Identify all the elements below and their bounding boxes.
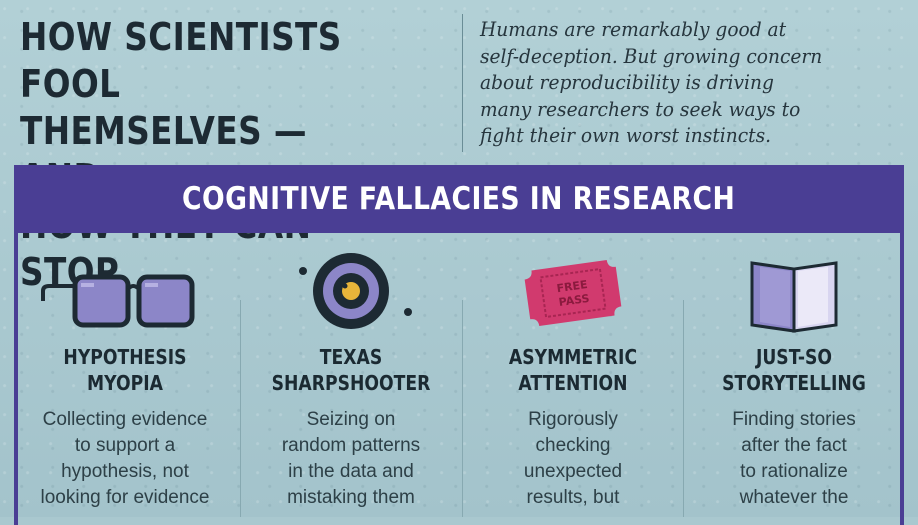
- fallacy-name-line: SHARPSHOOTER: [271, 371, 431, 395]
- intro-line: many researchers to seek ways to: [480, 96, 801, 121]
- description-line: random patterns: [281, 435, 421, 456]
- description-line: unexpected: [523, 461, 623, 482]
- column-divider: [683, 300, 684, 517]
- description-line: Seizing on: [306, 409, 396, 430]
- ticket-text: FREE: [556, 278, 589, 295]
- fallacy-name-line: TEXAS: [319, 345, 383, 369]
- intro-text: Humans are remarkably good at self-decep…: [480, 16, 871, 149]
- description-line: checking: [535, 435, 611, 456]
- fallacy-name-line: ASYMMETRIC: [508, 345, 638, 369]
- description-line: to rationalize: [740, 461, 848, 482]
- fallacy-texas-sharpshooter: TEXAS SHARPSHOOTER Seizing on random pat…: [241, 233, 461, 517]
- fallacy-name: HYPOTHESIS MYOPIA: [30, 344, 219, 396]
- fallacy-name: ASYMMETRIC ATTENTION: [478, 344, 667, 396]
- description-line: Collecting evidence: [42, 409, 208, 430]
- fallacy-name-line: STORYTELLING: [722, 371, 866, 395]
- description-line: Finding stories: [732, 409, 856, 430]
- fallacy-name-line: ATTENTION: [518, 371, 628, 395]
- target-icon: [241, 243, 461, 333]
- fallacy-asymmetric-attention: FREE PASS ASYMMETRIC ATTENTION Rigorousl…: [463, 233, 683, 517]
- description-line: whatever the: [739, 487, 849, 508]
- fallacy-just-so-storytelling: JUST-SO STORYTELLING Finding stories aft…: [684, 233, 904, 517]
- description-line: after the fact: [741, 435, 847, 456]
- intro-line: Humans are remarkably good at: [480, 17, 787, 41]
- fallacy-description: Seizing on random patterns in the data a…: [241, 407, 461, 511]
- description-line: Rigorously: [528, 409, 618, 430]
- intro-line: self-deception. But growing concern: [480, 43, 823, 68]
- open-book-icon: [684, 243, 904, 333]
- description-line: to support a: [74, 435, 176, 456]
- fallacy-hypothesis-myopia: HYPOTHESIS MYOPIA Collecting evidence to…: [15, 233, 235, 517]
- fallacy-name-line: JUST-SO: [755, 345, 833, 369]
- header-divider: [462, 14, 463, 152]
- free-pass-ticket-icon: FREE PASS: [463, 243, 683, 333]
- fallacy-name-line: MYOPIA: [87, 371, 163, 395]
- description-line: results, but: [526, 487, 620, 508]
- section-banner: COGNITIVE FALLACIES IN RESEARCH: [14, 165, 904, 233]
- fallacy-name-line: HYPOTHESIS: [63, 345, 187, 369]
- column-divider: [240, 300, 241, 517]
- fallacy-description: Collecting evidence to support a hypothe…: [15, 407, 235, 511]
- intro-line: about reproducibility is driving: [480, 70, 774, 94]
- fallacy-name: JUST-SO STORYTELLING: [699, 344, 888, 396]
- fallacy-description: Finding stories after the fact to ration…: [684, 407, 904, 511]
- title-line: HOW SCIENTISTS FOOL: [20, 15, 342, 106]
- intro-line: fight their own worst instincts.: [480, 123, 772, 147]
- description-line: in the data and: [288, 461, 414, 482]
- fallacy-description: Rigorously checking unexpected results, …: [463, 407, 683, 511]
- column-divider: [462, 300, 463, 517]
- fallacy-name: TEXAS SHARPSHOOTER: [256, 344, 445, 396]
- description-line: mistaking them: [287, 487, 415, 508]
- eyeglasses-icon: [15, 243, 235, 333]
- description-line: looking for evidence: [40, 487, 210, 508]
- section-banner-label: COGNITIVE FALLACIES IN RESEARCH: [182, 181, 736, 217]
- description-line: hypothesis, not: [61, 461, 189, 482]
- ticket-text: PASS: [558, 292, 591, 309]
